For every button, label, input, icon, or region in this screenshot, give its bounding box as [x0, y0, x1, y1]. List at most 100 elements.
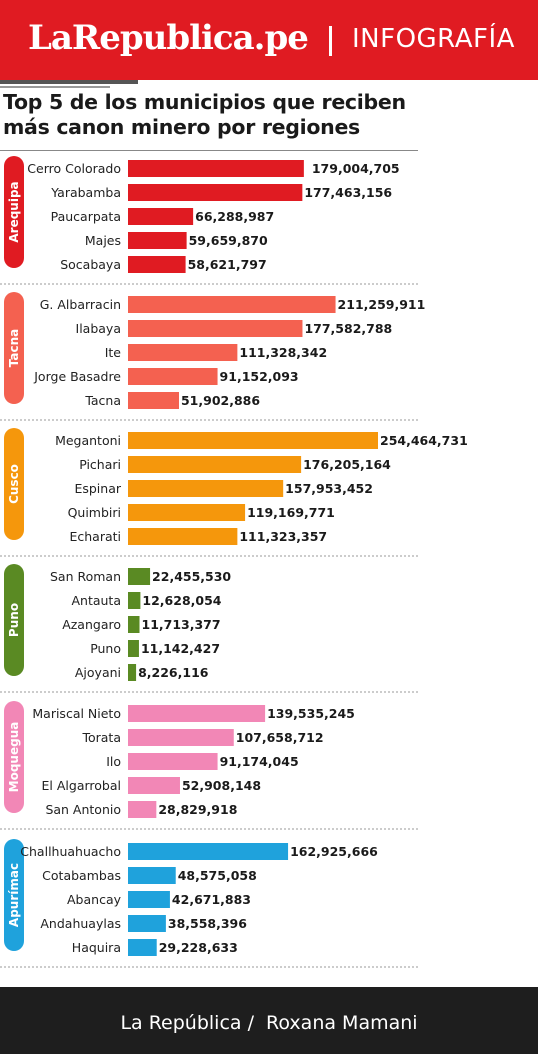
value-label: 22,455,530	[152, 569, 231, 584]
category-label: Andahuaylas	[40, 916, 121, 931]
header-bar: LaRepublica.pe INFOGRAFÍA	[0, 0, 538, 80]
value-label: 11,713,377	[142, 617, 221, 632]
value-label: 8,226,116	[138, 665, 209, 680]
bar	[128, 939, 157, 956]
decorative-rule	[0, 80, 138, 84]
value-label: 107,658,712	[236, 730, 324, 745]
region-pill	[4, 839, 24, 951]
region-pill	[4, 292, 24, 404]
category-label: Socabaya	[60, 257, 121, 272]
bar	[128, 843, 289, 860]
category-label: San Antonio	[45, 802, 121, 817]
region-group-arequipa: Arequipa Cerro Colorado 179,004,705 Yarabam…	[0, 156, 418, 285]
category-label: Ite	[105, 345, 122, 360]
category-label: Torata	[81, 730, 121, 745]
bar	[128, 915, 166, 932]
value-label: 38,558,396	[168, 916, 247, 931]
bar	[128, 184, 303, 201]
region-pill	[4, 156, 24, 268]
region-label: Apurímac	[7, 863, 21, 927]
bar	[128, 801, 157, 818]
category-label: Espinar	[74, 481, 121, 496]
category-label: Jorge Basadre	[33, 369, 121, 384]
value-label: 42,671,883	[172, 892, 251, 907]
category-label: San Roman	[50, 569, 121, 584]
value-label: 29,228,633	[159, 940, 238, 955]
category-label: G. Albarracin	[40, 297, 121, 312]
category-label: El Algarrobal	[42, 778, 121, 793]
value-label: 48,575,058	[178, 868, 257, 883]
value-label: 119,169,771	[247, 505, 335, 520]
region-group-moquegua: Moquegua Mariscal Nieto 139,535,245 Torata 1…	[0, 701, 418, 830]
region-label: Arequipa	[7, 181, 21, 242]
region-label: Moquegua	[7, 722, 21, 793]
value-label: 176,205,164	[303, 457, 391, 472]
category-label: Ilo	[106, 754, 121, 769]
bar	[128, 568, 151, 585]
value-label: 177,582,788	[304, 321, 392, 336]
bar	[128, 504, 246, 521]
bar	[128, 232, 187, 249]
decorative-rule-thin	[0, 86, 110, 88]
bar	[128, 160, 304, 177]
bar	[128, 296, 336, 313]
credits: La República / Roxana Mamani	[0, 1012, 538, 1034]
region-pill	[4, 428, 24, 540]
category-label: Ajoyani	[75, 665, 121, 680]
category-label: Puno	[90, 641, 121, 656]
category-label: Tacna	[84, 393, 121, 408]
footer-bar	[0, 987, 538, 1054]
value-label: 51,902,886	[181, 393, 260, 408]
bar	[128, 208, 194, 225]
category-label: Challhuahuacho	[20, 844, 121, 859]
value-label: 162,925,666	[290, 844, 378, 859]
region-label: Puno	[7, 603, 21, 637]
region-label: Cusco	[7, 464, 21, 504]
region-group-apurimac: Apurímac Challhuahuacho 162,925,666 Cotabam…	[0, 839, 418, 968]
category-label: Echarati	[69, 529, 121, 544]
category-label: Mariscal Nieto	[32, 706, 121, 721]
category-label: Yarabamba	[50, 185, 121, 200]
bar	[128, 867, 176, 884]
value-label: 11,142,427	[141, 641, 220, 656]
value-label: 59,659,870	[189, 233, 268, 248]
category-label: Haquira	[72, 940, 121, 955]
value-label: 177,463,156	[304, 185, 392, 200]
publisher-credit: La República /	[120, 1012, 254, 1034]
value-label: 111,323,357	[239, 529, 327, 544]
region-pill	[4, 701, 24, 813]
header-separator	[329, 26, 332, 56]
value-label: 157,953,452	[285, 481, 373, 496]
region-label: Tacna	[7, 329, 21, 368]
value-label: 28,829,918	[158, 802, 237, 817]
category-label: Ilabaya	[76, 321, 121, 336]
value-label: 111,328,342	[239, 345, 327, 360]
value-label: 91,174,045	[220, 754, 299, 769]
bar	[128, 456, 302, 473]
bar	[128, 640, 139, 657]
region-group-cusco: Cusco Megantoni 254,464,731 Pichari 176,205,…	[0, 428, 468, 557]
value-label: 139,535,245	[267, 706, 355, 721]
bar	[128, 592, 141, 609]
bar	[128, 392, 179, 409]
category-label: Cerro Colorado	[27, 161, 121, 176]
site-logo: LaRepublica.pe	[28, 18, 309, 58]
author-credit: Roxana Mamani	[266, 1012, 418, 1034]
bar	[128, 664, 137, 681]
category-label: Cotabambas	[42, 868, 121, 883]
category-label: Majes	[85, 233, 121, 248]
value-label: 58,621,797	[188, 257, 267, 272]
bar	[128, 729, 234, 746]
category-label: Antauta	[71, 593, 121, 608]
bar	[128, 368, 218, 385]
bar	[128, 777, 180, 794]
bar	[128, 528, 238, 545]
category-label: Pichari	[79, 457, 121, 472]
value-label: 66,288,987	[195, 209, 274, 224]
category-label: Azangaro	[62, 617, 121, 632]
region-pill	[4, 564, 24, 676]
section-label: INFOGRAFÍA	[352, 24, 515, 54]
value-label: 254,464,731	[380, 433, 468, 448]
value-label: 52,908,148	[182, 778, 261, 793]
